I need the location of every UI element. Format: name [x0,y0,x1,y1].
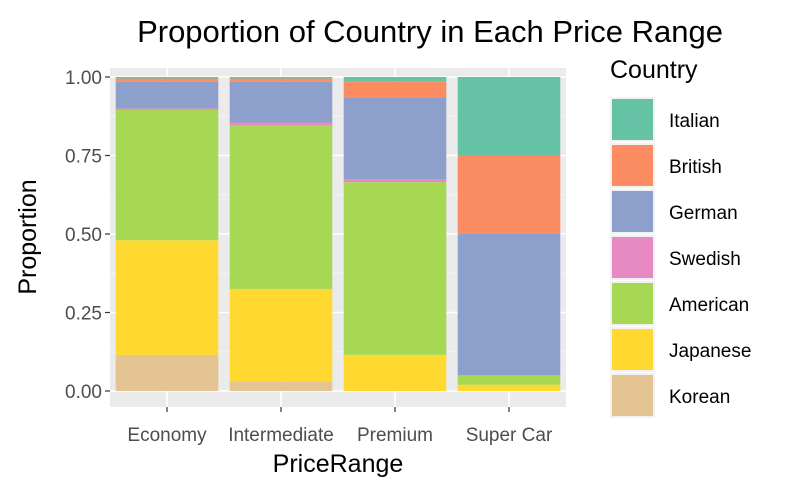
bar-segment-british [343,81,447,98]
bar-segment-italian [343,77,447,82]
bar-segment-korean [115,354,219,391]
x-tick-label: Premium [357,425,433,446]
x-axis-title: PriceRange [273,450,404,478]
bar-segment-american [229,125,333,289]
y-tick-label: 0.25 [65,304,102,325]
bar-segment-swedish [229,122,333,126]
legend-swatch-german [612,191,653,232]
y-tick-label: 0.50 [65,225,102,246]
bar-segment-german [229,81,333,123]
bar-segment-korean [229,381,333,391]
legend: Italian British German Swedish American Japan… [610,97,751,418]
bars [115,77,561,391]
legend-label-italian: Italian [669,111,720,132]
y-axis-title: Proportion [14,179,42,294]
bar-segment-japanese [115,240,219,355]
x-tick-label: Economy [127,425,207,446]
x-tick-label: Super Car [466,425,553,446]
bar-segment-british [457,155,561,234]
bar-segment-american [115,109,219,241]
bar-segment-british [229,78,333,82]
legend-label-swedish: Swedish [669,249,741,270]
bar-segment-swedish [343,179,447,183]
bar-segment-german [457,234,561,376]
y-tick-label: 1.00 [65,68,102,89]
y-tick-label: 0.00 [65,382,102,403]
legend-swatch-japanese [612,329,653,370]
legend-label-british: British [669,157,722,178]
y-axis: 0.00 0.25 0.50 0.75 1.00 [65,68,110,403]
bar-segment-italian [457,77,561,156]
x-axis: Economy Intermediate Premium Super Car [127,407,553,446]
legend-swatch-american [612,283,653,324]
legend-title: Country [610,56,698,84]
bar-segment-german [115,81,219,109]
bar-segment-swedish [115,108,219,110]
legend-swatch-italian [612,99,653,140]
x-tick-label: Intermediate [228,425,334,446]
bar-segment-british [115,78,219,82]
legend-swatch-korean [612,375,653,416]
legend-swatch-british [612,145,653,186]
bar-segment-japanese [229,288,333,382]
legend-label-korean: Korean [669,387,730,408]
bar-segment-american [343,182,447,355]
y-tick-label: 0.75 [65,147,102,168]
chart-title: Proportion of Country in Each Price Rang… [137,14,723,49]
bar-segment-german [343,97,447,180]
legend-label-american: American [669,295,749,316]
legend-label-japanese: Japanese [669,341,751,362]
bar-segment-italian [229,77,333,79]
bar-segment-japanese [343,354,447,391]
legend-swatch-swedish [612,237,653,278]
bar-segment-japanese [457,384,561,391]
bar-segment-italian [115,77,219,79]
bar-segment-american [457,375,561,385]
legend-label-german: German [669,203,738,224]
